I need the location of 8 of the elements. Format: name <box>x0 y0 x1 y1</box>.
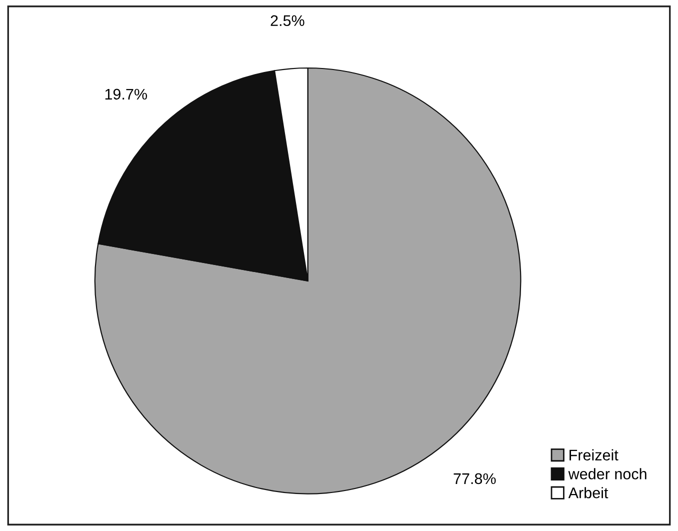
legend-label: Arbeit <box>568 487 608 498</box>
data-label: 19.7% <box>105 88 147 100</box>
pie-slice <box>94 67 522 494</box>
legend-label: weder noch <box>568 468 646 480</box>
pie-slice <box>98 70 308 282</box>
legend-label: Freizeit <box>570 449 618 460</box>
data-label: 77.8% <box>454 473 496 484</box>
data-label: 2.5% <box>270 15 304 26</box>
